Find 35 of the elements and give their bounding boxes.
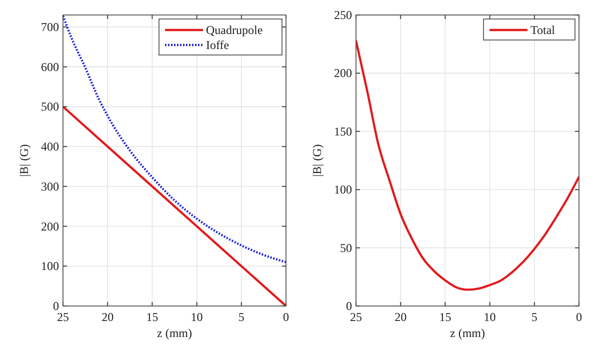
- x-tick-label: 20: [102, 310, 114, 324]
- y-tick-label: 600: [41, 60, 59, 74]
- y-tick-label: 500: [41, 100, 59, 114]
- x-tick-label: 15: [439, 310, 452, 324]
- x-tick-label: 25: [57, 310, 69, 324]
- y-tick-label: 0: [346, 299, 352, 313]
- x-axis-title: z (mm): [157, 326, 192, 340]
- y-tick-label: 0: [53, 299, 59, 313]
- x-tick-label: 0: [283, 310, 289, 324]
- y-tick-label: 200: [41, 219, 59, 234]
- y-tick-label: 50: [340, 240, 352, 255]
- legend-label: Ioffe: [206, 38, 230, 52]
- x-tick-label: 5: [238, 310, 244, 324]
- x-tick-label: 10: [190, 310, 203, 324]
- x-tick-label: 25: [350, 310, 362, 324]
- x-tick-label: 0: [576, 310, 582, 324]
- y-tick-label: 400: [41, 140, 59, 154]
- y-axis-title: |B| (G): [17, 144, 31, 177]
- legend-label: Total: [530, 23, 556, 37]
- y-tick-label: 200: [334, 66, 352, 80]
- y-tick-label: 150: [334, 124, 352, 138]
- y-tick-label: 100: [41, 259, 59, 274]
- x-tick-label: 15: [146, 310, 158, 324]
- y-tick-label: 700: [41, 20, 59, 34]
- x-axis-title: z (mm): [450, 326, 485, 340]
- x-tick-label: 10: [484, 310, 496, 324]
- y-tick-label: 300: [41, 179, 59, 194]
- line-series: [356, 40, 579, 291]
- y-tick-label: 100: [334, 182, 352, 197]
- y-tick-label: 250: [334, 8, 352, 22]
- x-tick-label: 20: [394, 310, 407, 324]
- legend-label: Quadrupole: [206, 23, 263, 37]
- x-tick-label: 5: [531, 310, 538, 324]
- y-axis-title: |B| (G): [310, 144, 324, 177]
- line-series: [63, 15, 286, 264]
